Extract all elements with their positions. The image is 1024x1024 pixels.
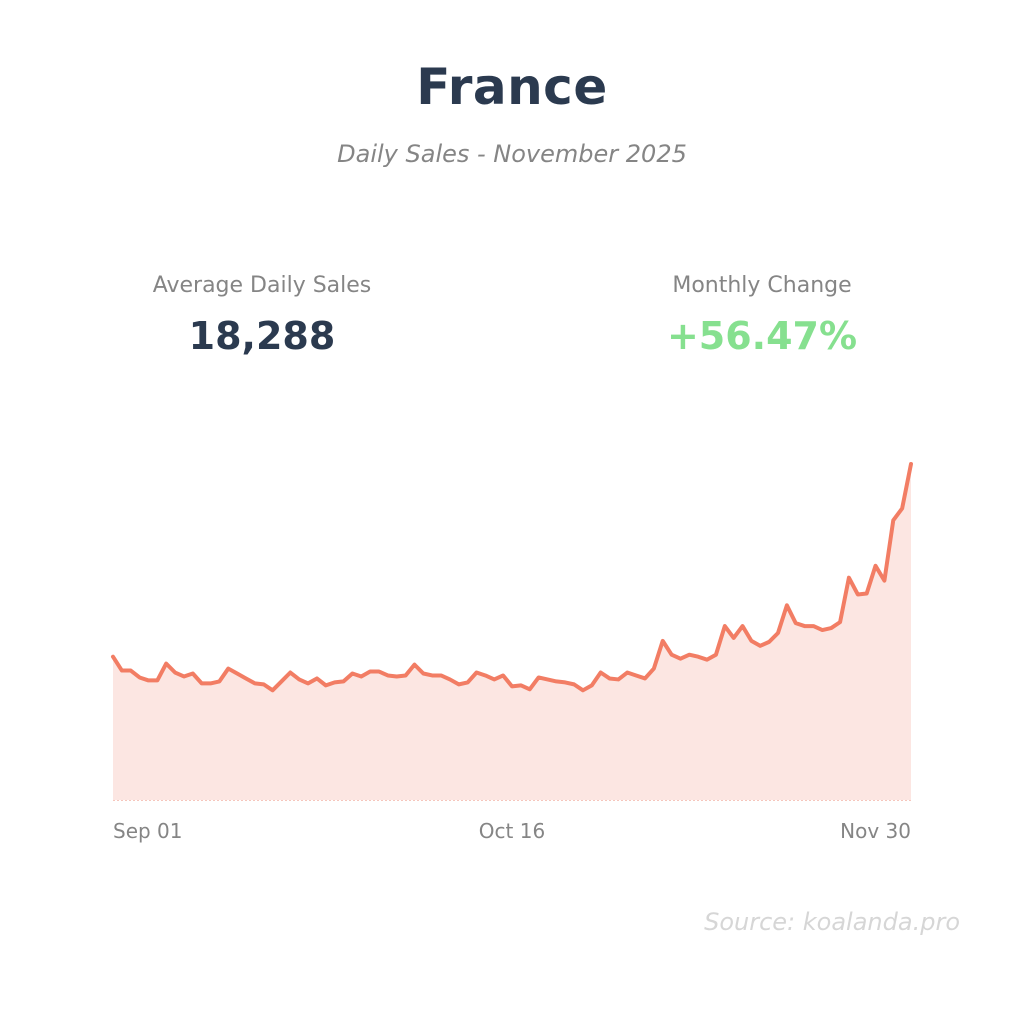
average-daily-sales-label: Average Daily Sales [152,273,372,298]
chart-subtitle: Daily Sales - November 2025 [337,140,687,168]
x-tick-label: Nov 30 [840,819,911,843]
x-tick-label: Sep 01 [113,819,183,843]
sales-line [111,462,913,693]
average-daily-sales-stat: Average Daily Sales 18,288 [52,272,472,358]
average-daily-sales-value: 18,288 [188,314,336,358]
chart-title: France [416,58,608,116]
monthly-change-value: +56.47% [666,314,858,358]
sales-area-fill [113,464,911,800]
x-tick-label: Oct 16 [479,819,545,843]
monthly-change-stat: Monthly Change +56.47% [552,272,972,358]
x-axis-tick-labels: Sep 01 Oct 16 Nov 30 [113,819,911,843]
source-credit: Source: koalanda.pro [704,908,960,936]
monthly-change-label: Monthly Change [672,273,852,298]
